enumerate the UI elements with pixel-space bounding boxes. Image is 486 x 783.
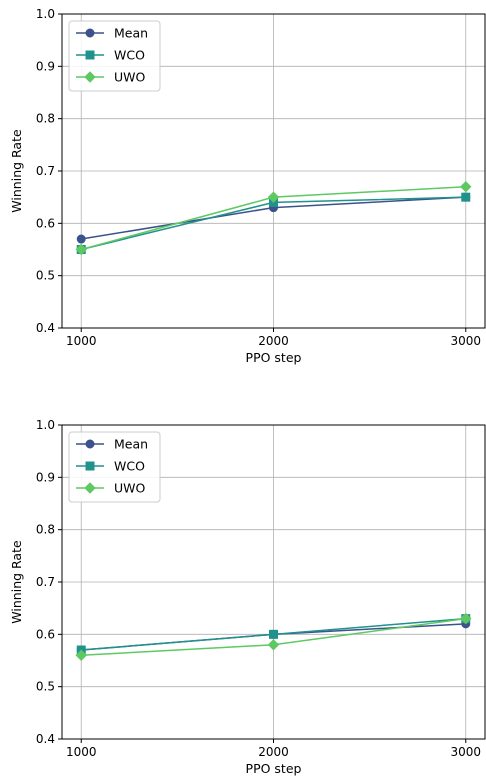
- x-tick-label: 3000: [450, 745, 481, 759]
- legend-marker: [85, 28, 95, 38]
- legend-marker: [85, 50, 95, 60]
- data-point-uwo: [75, 243, 87, 256]
- legend-label: UWO: [114, 70, 146, 85]
- y-tick-label: 0.8: [36, 523, 55, 537]
- x-tick-label: 3000: [450, 334, 481, 348]
- legend: Mean WCO UWO: [68, 20, 161, 92]
- legend-entry: Mean: [76, 437, 148, 452]
- x-axis-title: PPO step: [246, 761, 302, 776]
- legend-entry: UWO: [76, 70, 146, 85]
- legend-marker: [84, 482, 96, 494]
- y-tick-label: 0.4: [36, 321, 55, 335]
- legend-entry: UWO: [76, 481, 146, 496]
- chart-panel-1: 0.4 0.5 0.6 0.7 0.8 0.9 1.0 1000 2000 3000 PPO ste…: [9, 7, 486, 365]
- legend-entry: Mean: [76, 26, 148, 41]
- legend-label: WCO: [114, 48, 145, 63]
- legend-label: UWO: [114, 481, 146, 496]
- data-point-uwo: [267, 191, 280, 203]
- data-point-mean: [76, 234, 86, 244]
- x-tick-label: 1000: [66, 745, 97, 759]
- legend-entry: WCO: [76, 48, 145, 63]
- x-tick-label: 2000: [258, 334, 289, 348]
- y-tick-label: 0.4: [36, 732, 55, 746]
- y-tick-label: 0.6: [36, 216, 55, 230]
- x-tick-label: 2000: [258, 745, 289, 759]
- legend: Mean WCO UWO: [68, 431, 161, 503]
- y-tick-label: 0.6: [36, 627, 55, 641]
- chart-panel-2: 0.4 0.5 0.6 0.7 0.8 0.9 1.0 1000 2000 3000 PPO ste…: [9, 418, 486, 776]
- y-tick-label: 1.0: [36, 7, 55, 21]
- data-point-uwo: [75, 649, 87, 661]
- y-tick-label: 0.7: [36, 164, 55, 178]
- data-point-uwo: [460, 612, 472, 625]
- data-point-uwo: [267, 639, 280, 651]
- y-tick-label: 0.8: [36, 112, 55, 126]
- data-point-uwo: [460, 180, 472, 193]
- y-tick-label: 0.5: [36, 269, 55, 283]
- x-tick-label: 1000: [66, 334, 97, 348]
- legend-label: Mean: [114, 437, 148, 452]
- y-tick-label: 0.7: [36, 575, 55, 589]
- y-tick-label: 0.9: [36, 470, 55, 484]
- legend-entry: WCO: [76, 459, 145, 474]
- legend-marker: [85, 439, 95, 449]
- data-point-wco: [461, 192, 471, 202]
- legend-marker: [84, 71, 96, 83]
- y-tick-label: 0.9: [36, 59, 55, 73]
- y-axis-title: Winning Rate: [9, 129, 24, 213]
- series-uwo: [75, 180, 472, 256]
- y-tick-label: 1.0: [36, 418, 55, 432]
- legend-label: Mean: [114, 26, 148, 41]
- legend-marker: [85, 461, 95, 471]
- series-uwo: [75, 612, 472, 661]
- legend-label: WCO: [114, 459, 145, 474]
- data-point-wco: [269, 629, 278, 639]
- x-axis-title: PPO step: [246, 350, 302, 365]
- y-axis-title: Winning Rate: [9, 540, 24, 624]
- y-tick-label: 0.5: [36, 680, 55, 694]
